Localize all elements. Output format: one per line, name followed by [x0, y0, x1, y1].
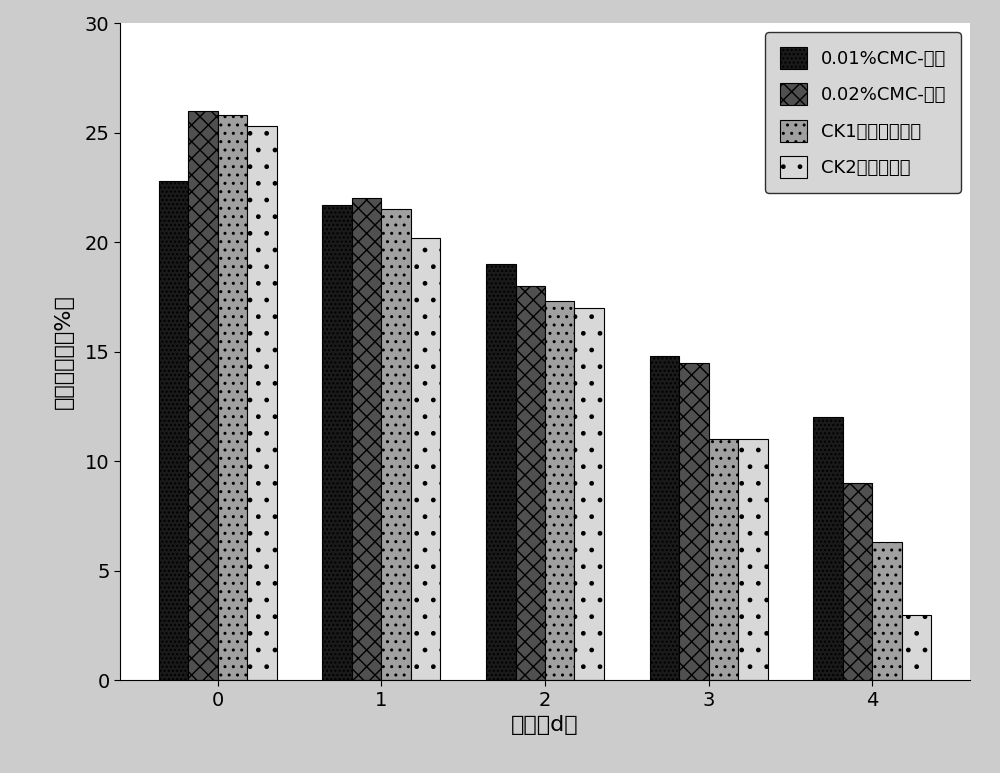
- Bar: [843, 483, 872, 680]
- Legend: 0.01%CMC-硞铵, 0.02%CMC-硞铵, CK1（播种小麦）, CK2（未播种）: 0.01%CMC-硞铵, 0.02%CMC-硞铵, CK1（播种小麦）, CK2…: [765, 32, 961, 192]
- Bar: [574, 308, 604, 680]
- Y-axis label: 土壤含水率（%）: 土壤含水率（%）: [54, 295, 74, 409]
- Bar: [709, 439, 738, 680]
- Bar: [247, 126, 277, 680]
- Bar: [679, 363, 709, 680]
- Bar: [188, 111, 218, 680]
- Bar: [545, 301, 574, 680]
- Bar: [813, 417, 843, 680]
- Bar: [381, 209, 411, 680]
- Bar: [159, 181, 188, 680]
- Bar: [352, 199, 381, 680]
- Bar: [902, 615, 931, 680]
- Bar: [650, 356, 679, 680]
- Bar: [516, 286, 545, 680]
- Bar: [322, 205, 352, 680]
- Bar: [486, 264, 516, 680]
- Bar: [738, 439, 768, 680]
- Bar: [411, 238, 440, 680]
- X-axis label: 天数（d）: 天数（d）: [511, 715, 579, 735]
- Bar: [218, 115, 247, 680]
- Bar: [872, 543, 902, 680]
